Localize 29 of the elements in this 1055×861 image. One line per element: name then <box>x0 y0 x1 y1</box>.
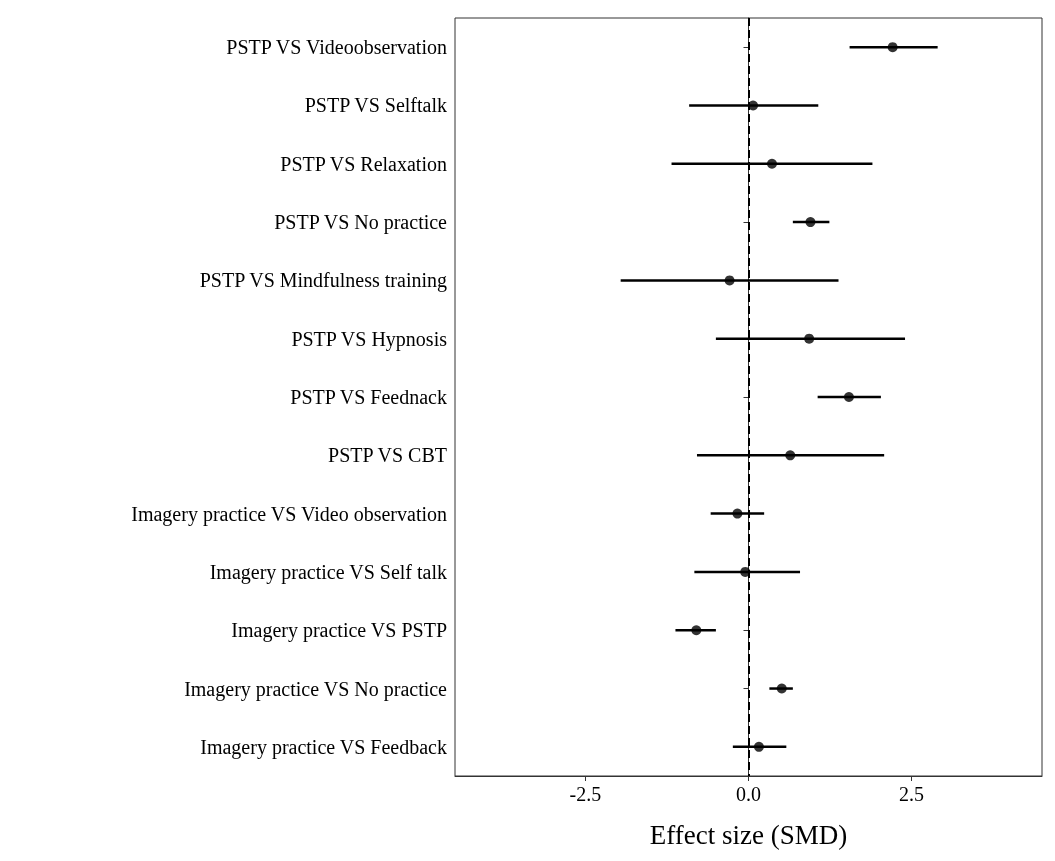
point <box>753 741 764 752</box>
point <box>804 333 815 344</box>
y-tick-label: PSTP VS Feednack <box>290 386 447 408</box>
point <box>724 275 735 286</box>
y-tick-label: PSTP VS Selftalk <box>304 94 447 117</box>
point <box>766 158 777 169</box>
x-tick-label: -2.5 <box>569 783 602 805</box>
point <box>887 42 898 53</box>
point <box>740 566 751 577</box>
point <box>691 625 702 636</box>
point <box>843 392 854 402</box>
y-tick-label: Imagery practice VS Self talk <box>209 560 447 584</box>
y-tick-label: PSTP VS No practice <box>274 211 448 235</box>
y-tick-label: PSTP VS Videoobservation <box>226 36 447 59</box>
y-tick-label: Imagery practice VS Feedback <box>200 735 447 759</box>
y-tick-label: Imagery practice VS PSTP <box>231 619 447 643</box>
y-tick-label: Imagery practice VS Video observation <box>131 502 447 526</box>
x-axis-title: Effect size (SMD) <box>649 819 848 850</box>
point <box>776 683 787 694</box>
x-tick-label: 0.0 <box>736 783 761 805</box>
x-tick-label: 2.5 <box>899 783 925 805</box>
y-tick-label: PSTP VS Mindfulness training <box>199 269 447 293</box>
y-tick-label: Imagery practice VS No practice <box>184 677 448 701</box>
point <box>785 450 796 461</box>
point <box>732 508 743 519</box>
y-tick-label: PSTP VS CBT <box>328 444 447 467</box>
point <box>805 217 816 228</box>
y-tick-label: PSTP VS Hypnosis <box>291 327 448 351</box>
y-tick-label: PSTP VS Relaxation <box>280 152 447 175</box>
